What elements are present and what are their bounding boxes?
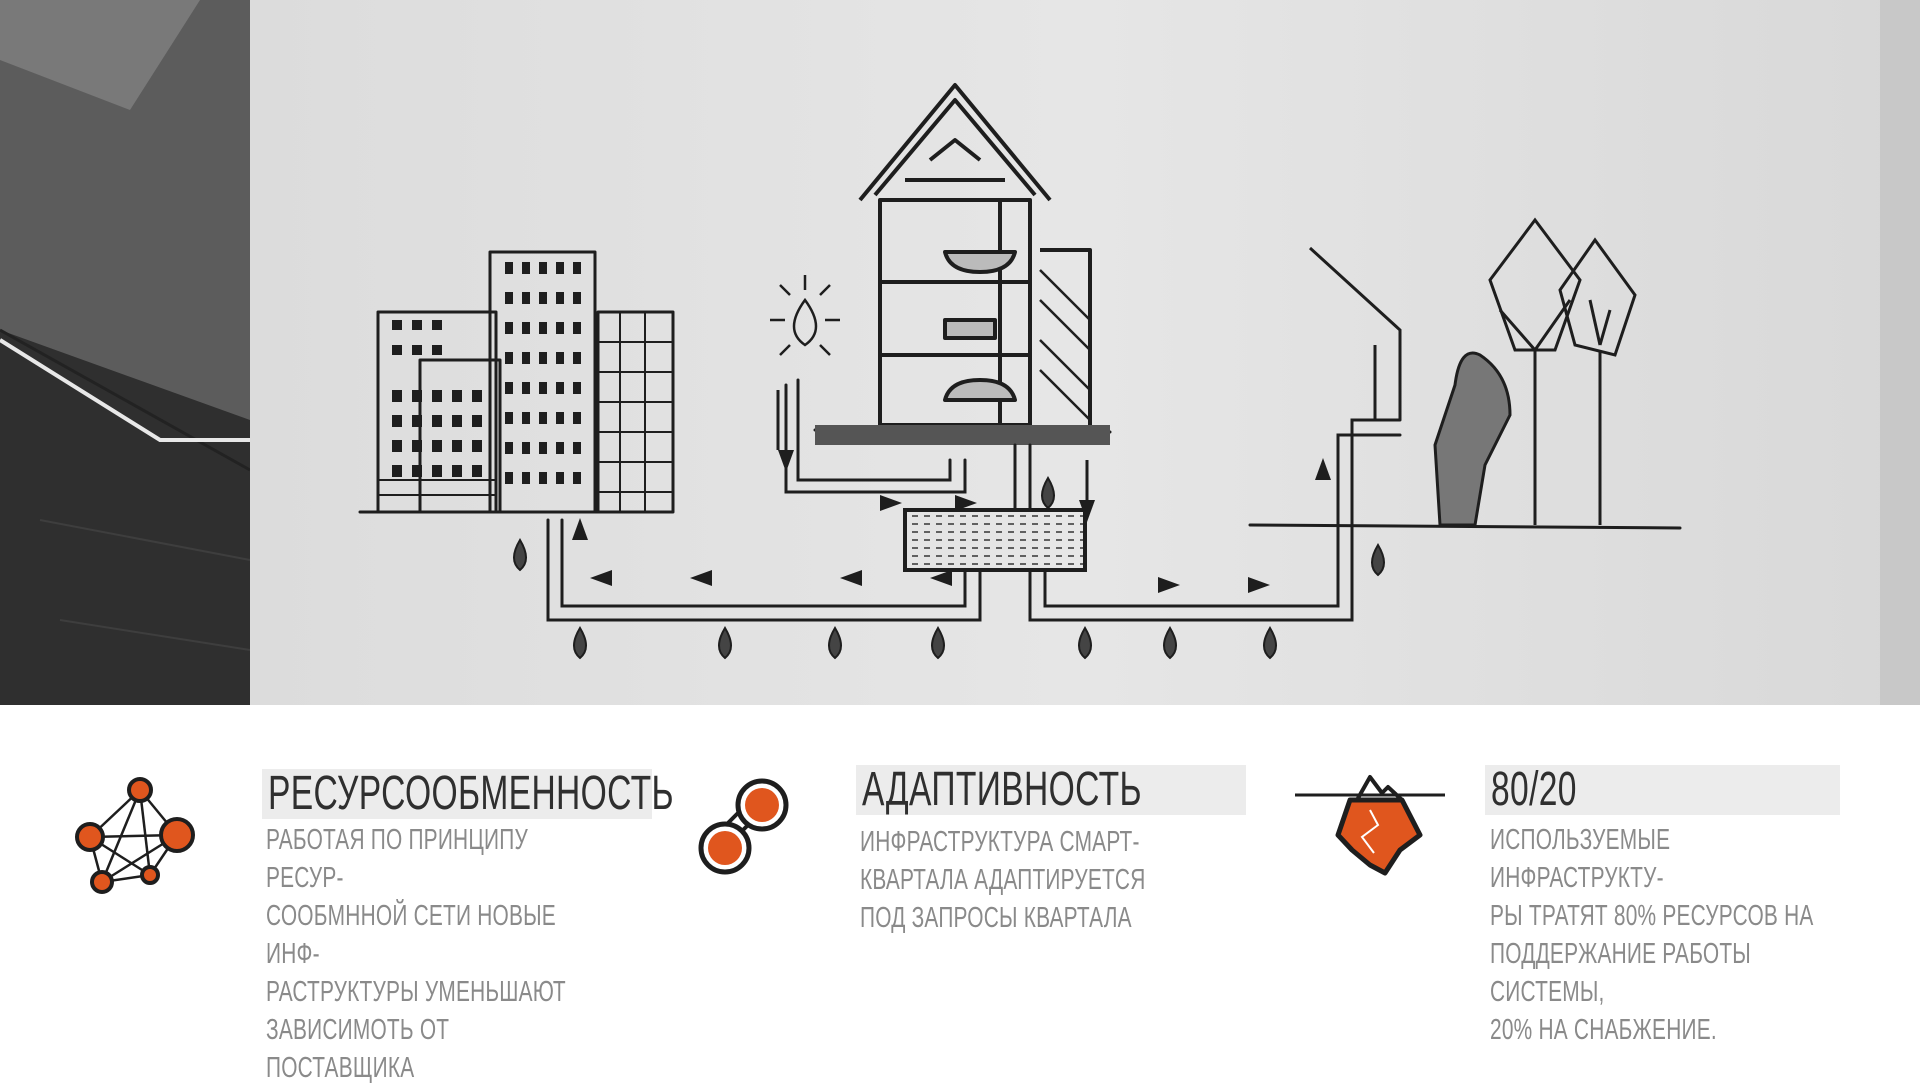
feature-title: 80/20 — [1491, 763, 1577, 816]
heading-background — [262, 769, 652, 819]
feature-title: АДАПТИВНОСТЬ — [862, 763, 1142, 816]
feature-80-20: 80/20 ИСПОЛЬЗУЕМЫЕ ИНФРАСТРУКТУ- РЫ ТРАТ… — [1280, 763, 1920, 1046]
sketch-photo — [0, 0, 1920, 705]
feature-title: РЕСУРСООБМЕННОСТЬ — [268, 767, 674, 820]
feature-adaptivity: АДАПТИВНОСТЬ ИНФРАСТРУКТУРА СМАРТ- КВАРТ… — [660, 765, 1280, 1025]
feature-description: ИСПОЛЬЗУЕМЫЕ ИНФРАСТРУКТУ- РЫ ТРАТЯТ 80%… — [1490, 824, 1814, 1046]
iceberg-icon — [1295, 775, 1445, 876]
linked-circles-icon — [698, 778, 789, 875]
feature-description: ИНФРАСТРУКТУРА СМАРТ- КВАРТАЛА АДАПТИРУЕ… — [860, 826, 1146, 934]
network-nodes-icon — [75, 777, 195, 894]
heading-background — [1485, 765, 1840, 815]
feature-resource-exchange: РЕСУРСООБМЕННОСТЬ РАБОТАЯ ПО ПРИНЦИПУ РЕ… — [0, 765, 674, 1084]
feature-description: РАБОТАЯ ПО ПРИНЦИПУ РЕСУР- СООБМННОЙ СЕТ… — [266, 824, 566, 1084]
heading-background — [856, 765, 1246, 815]
